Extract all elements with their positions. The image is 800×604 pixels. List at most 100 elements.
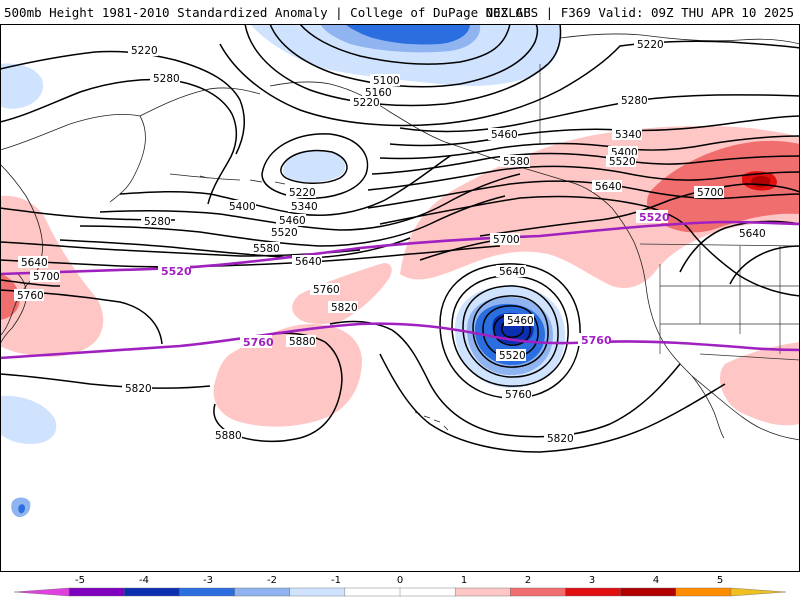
contour-5700-w [0, 279, 61, 287]
neg-anomaly-alaska-low [283, 150, 346, 183]
contour-label: 5460 [507, 315, 534, 327]
neg-anomaly-sw [0, 395, 57, 444]
contour-label: 5700 [697, 187, 724, 199]
pos-anomaly-mid-pacific [292, 263, 392, 324]
contour-label: 5640 [295, 256, 322, 268]
contour-label: 5580 [503, 156, 530, 168]
colorbar-tick-label: 5 [717, 575, 723, 586]
contour-label: 5640 [21, 257, 48, 269]
contour-5640-e [679, 220, 800, 285]
colorbar-segment [13, 587, 70, 597]
neg-anomaly-nw [0, 63, 44, 109]
ref-contour-5760 [0, 322, 800, 360]
contour-north-low-2 [269, 24, 539, 88]
contour-low-ring-4 [472, 295, 549, 368]
colorbar-segment [289, 587, 346, 597]
neg-anomaly-small-sw-core [18, 504, 25, 514]
colorbar-tick-label: -3 [203, 575, 213, 586]
contour-label: 5820 [331, 302, 358, 314]
contour-label: 5640 [739, 228, 766, 240]
contour-5220-n [219, 40, 800, 127]
contour-label: 5280 [144, 216, 171, 228]
contour-label: 5640 [595, 181, 622, 193]
contour-label: 5340 [291, 201, 318, 213]
contour-label: 5880 [215, 430, 242, 442]
pos-anomaly-se [719, 342, 800, 426]
contour-labels: 5220 5280 5100 5160 5220 5220 5280 5340 … [14, 38, 766, 445]
contour-5340-c [119, 155, 451, 216]
contour-label: 5820 [547, 433, 574, 445]
colorbar-segment [179, 587, 236, 597]
us-canada-border [539, 64, 800, 247]
colorbar-svg: -5 -4 -3 -2 -1 0 1 2 3 4 5 [13, 575, 787, 597]
contour-label: 5460 [279, 215, 306, 227]
contour-5820-w [0, 373, 211, 389]
contour-label: 5100 [373, 75, 400, 87]
contour-label: 5880 [289, 336, 316, 348]
contour-5700-ne [479, 183, 800, 237]
contour-5280-ne [399, 94, 800, 133]
coastline-japan [0, 273, 27, 345]
pos-anomaly-west-core [0, 274, 20, 320]
contour-label: 5820 [125, 383, 152, 395]
contour-5820-s [379, 353, 726, 453]
colorbar-segment [344, 587, 401, 597]
contour-label: 5280 [621, 95, 648, 107]
contour-low-ring-2 [451, 275, 569, 387]
contour-5640-c [0, 245, 501, 268]
weather-map: 5220 5280 5100 5160 5220 5220 5280 5340 … [0, 24, 800, 572]
contour-label: 5580 [253, 243, 280, 255]
colorbar-segment [234, 587, 291, 597]
contour-5520-c [59, 237, 411, 259]
ref-contour-5520 [0, 220, 800, 276]
ref-contour-label: 5760 [581, 334, 612, 347]
contour-label: 5220 [637, 39, 664, 51]
colorbar-segment [675, 587, 732, 597]
anomaly-shading [0, 24, 800, 518]
contour-5220-nw [0, 50, 246, 155]
colorbar-tick-labels: -5 -4 -3 -2 -1 0 1 2 3 4 5 [75, 575, 723, 586]
colorbar-segment [399, 587, 456, 597]
colorbar-tick-label: 1 [461, 575, 467, 586]
state-borders [539, 64, 800, 361]
colorbar-segment [510, 587, 567, 597]
colorbar-tick-label: 2 [525, 575, 531, 586]
contour-5520-ne [367, 165, 800, 191]
model-run-info: 00Z GFS | F369 Valid: 09Z THU APR 10 202… [485, 5, 794, 20]
colorbar-segment [730, 587, 787, 597]
colorbar-tick-label: -2 [267, 575, 277, 586]
contour-label: 5760 [17, 290, 44, 302]
contour-label: 5760 [313, 284, 340, 296]
contour-label: 5520 [609, 156, 636, 168]
contour-label: 5340 [615, 129, 642, 141]
contour-5400-c [99, 173, 521, 231]
contour-alaska-low-inner [280, 149, 348, 184]
colorbar-legend: -5 -4 -3 -2 -1 0 1 2 3 4 5 [0, 572, 800, 600]
contour-north-low-1 [299, 24, 511, 65]
colorbar-segment [620, 587, 677, 597]
contour-5280-nw [0, 78, 238, 205]
colorbar-tick-label: 4 [653, 575, 659, 586]
colorbar-segments [13, 587, 787, 597]
contour-5460-c [79, 195, 506, 247]
colorbar-tick-label: -1 [331, 575, 341, 586]
colorbar-segment [124, 587, 181, 597]
ref-contour-label: 5520 [639, 211, 670, 224]
neg-anomaly-north-deep [345, 24, 470, 45]
contour-label: 5700 [33, 271, 60, 283]
contour-label: 5520 [271, 227, 298, 239]
contour-label: 5220 [289, 187, 316, 199]
map-title: 500mb Height 1981-2010 Standardized Anom… [4, 5, 531, 20]
coastline-arctic [559, 33, 800, 45]
coastline-baja [691, 375, 725, 439]
contour-label: 5400 [229, 201, 256, 213]
colorbar-tick-label: -5 [75, 575, 85, 586]
colorbar-tick-label: 0 [397, 575, 403, 586]
colorbar-tick-label: 3 [589, 575, 595, 586]
colorbar-tick-label: -4 [139, 575, 149, 586]
contour-label: 5280 [153, 73, 180, 85]
colorbar-segment [454, 587, 511, 597]
coastline-aleutians [169, 173, 286, 185]
us-state-lines [659, 246, 800, 361]
ref-contour-label: 5520 [161, 265, 192, 278]
